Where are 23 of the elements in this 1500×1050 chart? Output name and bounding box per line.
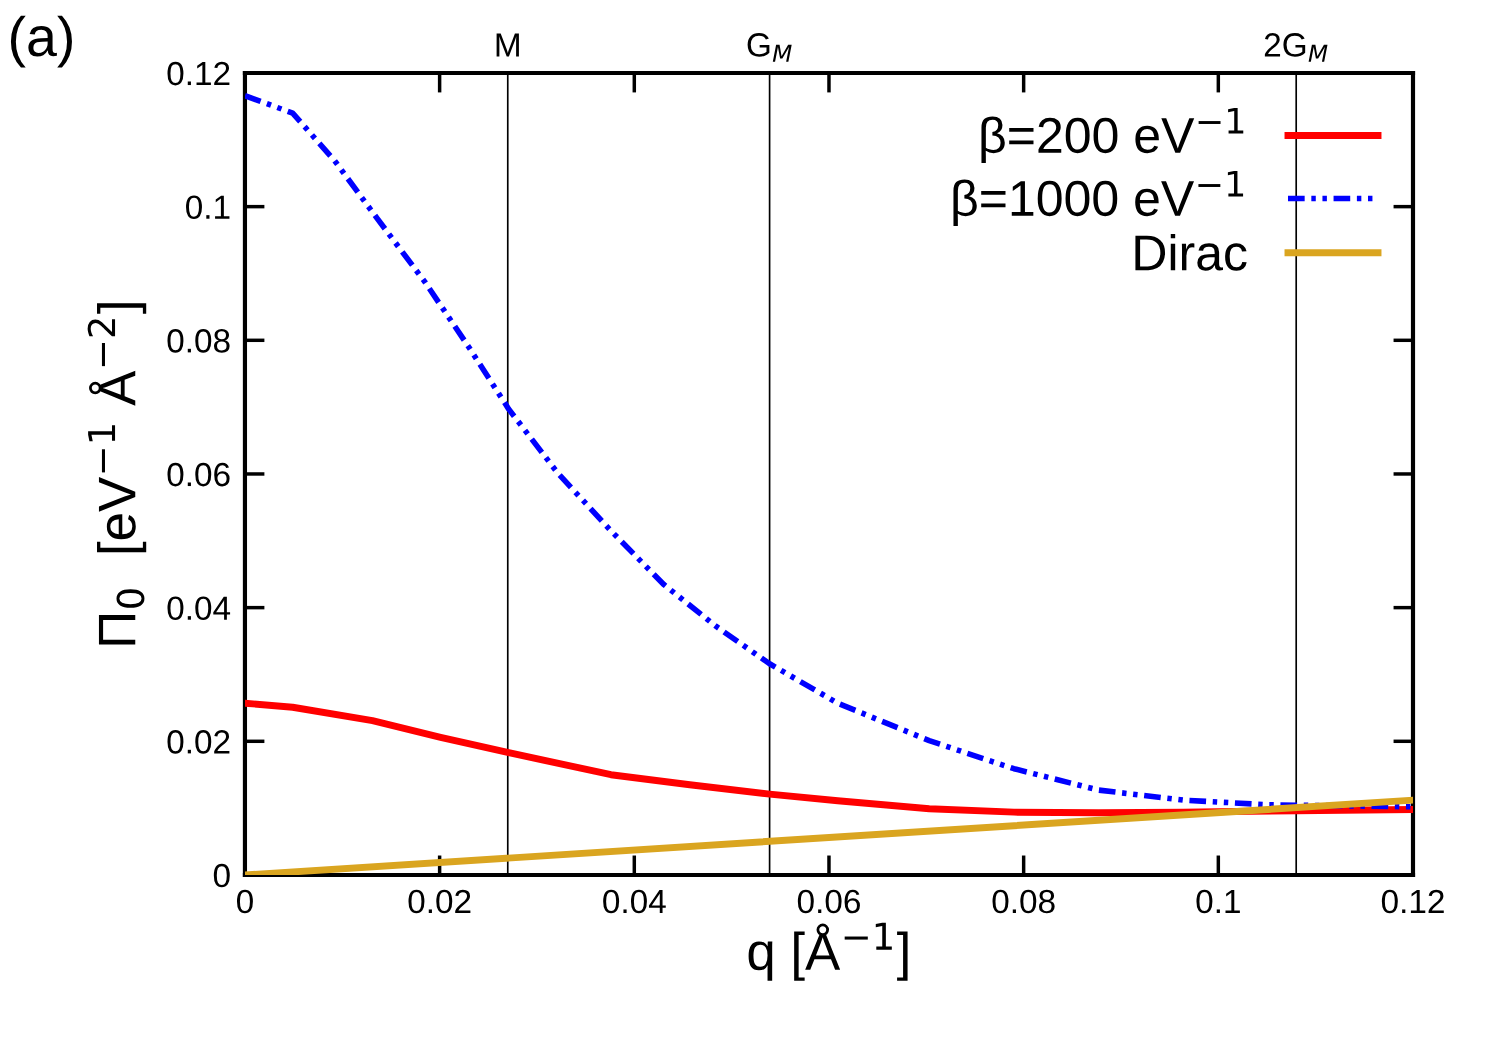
ref-line-label: M [496,33,519,57]
legend-label: β=200 eV$^{−1}$ [981,107,1244,164]
x-tick-label: 0.12 [1381,889,1444,914]
x-tick-label: 0.06 [797,889,860,914]
y-tick-label: 0.02 [167,730,230,754]
text: (a) [10,15,72,68]
y-tick-label: 0.08 [167,329,230,353]
ref-line-label: 2G$_{M}$ [1264,33,1328,62]
x-tick-label: 0 [236,889,253,914]
x-tick-label: 0.08 [992,889,1055,914]
ref-line-label: G$_{M}$ [747,33,792,62]
y-tick-label: 0.1 [186,195,230,220]
y-tick-label: 0.04 [167,596,231,621]
y-axis-title: Π$_{0}$ [eV$^{−1}$ Å$^{−2}$] [87,303,147,645]
x-tick-label: 0.1 [1196,889,1240,914]
legend-label: Dirac [1135,233,1247,271]
y-tick-label: 0.12 [167,61,230,86]
x-axis-title: q [Å$^{−1}$] [748,922,908,981]
y-tick-label: 0 [213,863,230,888]
x-tick-label: 0.02 [408,889,471,914]
x-tick-label: 0.04 [603,889,666,914]
y-tick-label: 0.06 [167,462,230,487]
legend-label: β=1000 eV$^{−1}$ [953,170,1244,227]
